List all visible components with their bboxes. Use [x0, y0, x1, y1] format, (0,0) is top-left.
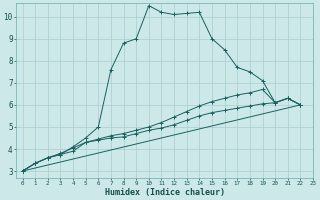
X-axis label: Humidex (Indice chaleur): Humidex (Indice chaleur): [105, 188, 225, 197]
